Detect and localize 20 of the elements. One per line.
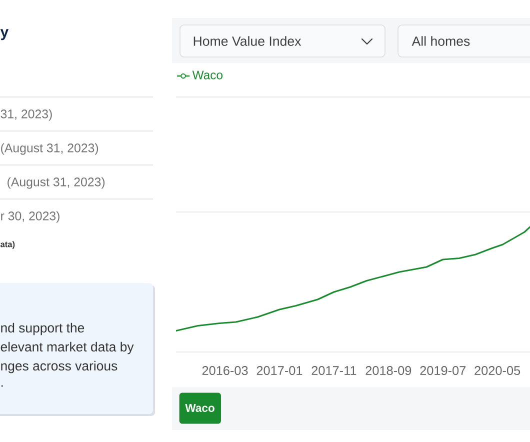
x-tick-label: 2016-03 [202, 366, 248, 376]
text: (August 31, 2023) [8, 177, 105, 189]
legend-label: Waco [192, 70, 222, 80]
text: . [1, 385, 3, 387]
text: Home Value Index [194, 36, 302, 46]
text: nd support the [1, 322, 84, 336]
text: All homes [412, 36, 470, 46]
text: y [0, 29, 9, 40]
text: Waco [185, 404, 214, 412]
x-tick-label: 2018-09 [366, 366, 412, 376]
x-tick-label: 2019-07 [420, 366, 466, 376]
text: ata) [0, 241, 15, 249]
text: nges across various [1, 360, 118, 374]
x-tick-label: 2020-05 [474, 366, 520, 376]
x-tick-label: 2017-11 [312, 366, 356, 376]
x-tick-label: 2017-01 [256, 366, 302, 376]
text: r 30, 2023) [1, 211, 60, 223]
text: 31, 2023) [0, 109, 52, 121]
text: elevant market data by [0, 342, 134, 354]
text: (August 31, 2023) [1, 143, 98, 155]
